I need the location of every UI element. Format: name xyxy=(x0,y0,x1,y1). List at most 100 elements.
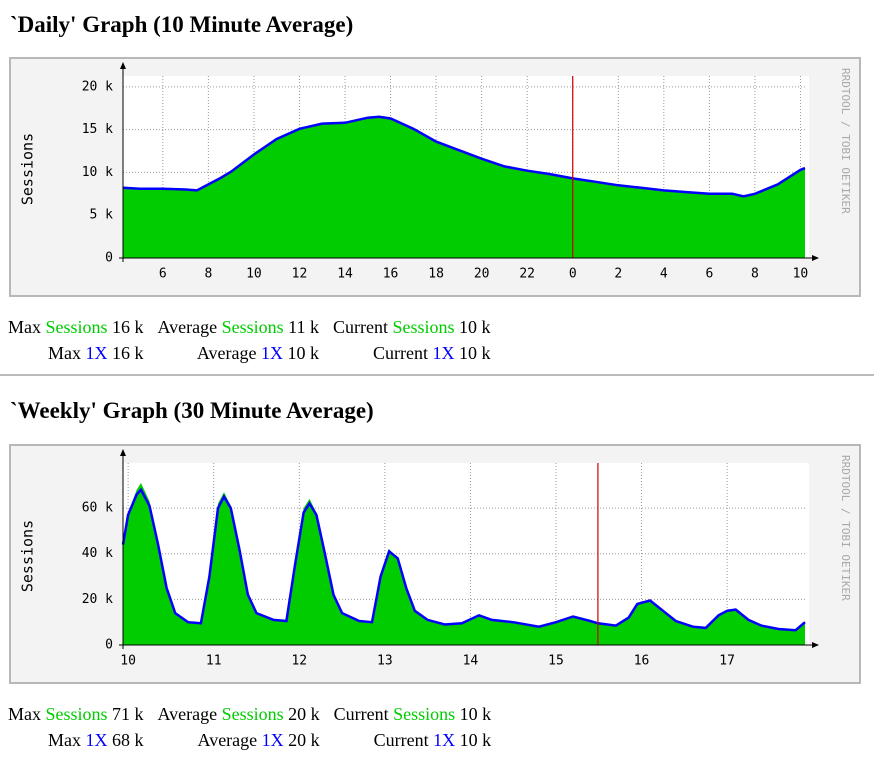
series-name: 1X xyxy=(433,730,456,750)
stat-cell: Max Sessions 16 k xyxy=(6,314,156,340)
stat-cell: Average Sessions 11 k xyxy=(156,314,331,340)
stat-value: 11 k xyxy=(288,317,319,337)
stat-label: Current xyxy=(333,704,389,724)
axis-arrow xyxy=(120,449,126,456)
x-tick-label: 12 xyxy=(291,654,307,669)
stat-label: Current xyxy=(373,730,429,750)
series-name: 1X xyxy=(432,343,455,363)
x-tick-label: 8 xyxy=(204,267,212,282)
stat-value: 20 k xyxy=(288,704,320,724)
stat-cell: Average 1X 20 k xyxy=(156,727,332,753)
stat-label: Average xyxy=(196,343,257,363)
x-tick-label: 20 xyxy=(474,267,490,282)
y-axis-label: Sessions xyxy=(19,133,37,205)
x-tick-label: 10 xyxy=(793,267,809,282)
x-tick-label: 15 xyxy=(548,654,564,669)
series-name: 1X xyxy=(261,343,283,363)
stat-cell: Average 1X 10 k xyxy=(156,340,331,366)
stats-table: Max Sessions 71 k Average Sessions 20 k Cu… xyxy=(6,701,503,753)
y-tick-label: 60 k xyxy=(82,501,113,516)
x-tick-label: 14 xyxy=(463,654,479,669)
x-tick-label: 22 xyxy=(519,267,535,282)
area xyxy=(123,117,805,258)
x-tick-label: 10 xyxy=(120,654,136,669)
x-tick-label: 2 xyxy=(614,267,622,282)
graph-title: `Daily' Graph (10 Minute Average) xyxy=(10,12,354,37)
x-tick-label: 10 xyxy=(246,267,262,282)
series-name: Sessions xyxy=(392,317,455,337)
stat-label: Current xyxy=(333,317,388,337)
stat-cell: Average Sessions 20 k xyxy=(156,701,332,727)
y-tick-label: 0 xyxy=(105,638,113,653)
stat-label: Average xyxy=(157,704,218,724)
y-tick-label: 5 k xyxy=(90,208,114,223)
stat-cell: Current Sessions 10 k xyxy=(331,314,503,340)
stats-row: Max Sessions 16 k Average Sessions 11 k Cu… xyxy=(6,314,503,340)
y-tick-label: 15 k xyxy=(82,122,113,137)
area xyxy=(123,483,805,645)
x-tick-label: 6 xyxy=(159,267,167,282)
stat-cell: Max 1X 16 k xyxy=(6,340,156,366)
x-tick-label: 16 xyxy=(383,267,399,282)
x-tick-label: 18 xyxy=(428,267,444,282)
chart: 0 20 k 40 k 60 k 10 11 12 13 14 15 16 17 Sessions RRD… xyxy=(9,444,861,684)
y-axis-label: Sessions xyxy=(19,520,37,592)
series-name: 1X xyxy=(85,343,108,363)
stat-value: 10 k xyxy=(459,343,491,363)
stat-label: Max xyxy=(8,317,41,337)
x-tick-label: 16 xyxy=(634,654,650,669)
stat-label: Max xyxy=(8,704,41,724)
x-tick-label: 12 xyxy=(292,267,308,282)
graph-title: `Weekly' Graph (30 Minute Average) xyxy=(10,398,374,423)
x-tick-label: 0 xyxy=(569,267,577,282)
stat-label: Average xyxy=(197,730,258,750)
y-tick-label: 0 xyxy=(105,251,113,266)
x-tick-label: 4 xyxy=(660,267,668,282)
x-tick-label: 13 xyxy=(377,654,393,669)
stats-row: Max Sessions 71 k Average Sessions 20 k Cu… xyxy=(6,701,503,727)
y-tick-label: 40 k xyxy=(82,546,113,561)
series-name: Sessions xyxy=(45,317,108,337)
stat-cell: Current 1X 10 k xyxy=(331,340,503,366)
line xyxy=(122,115,806,198)
stat-value: 16 k xyxy=(112,317,144,337)
watermark: RRDTOOL / TOBI OETIKER xyxy=(839,455,852,601)
stat-value: 10 k xyxy=(287,343,320,363)
x-tick-label: 11 xyxy=(206,654,222,669)
stat-label: Average xyxy=(157,317,218,337)
axis-arrow xyxy=(812,642,819,648)
stat-value: 10 k xyxy=(459,704,492,724)
axis-arrow xyxy=(120,62,126,69)
stat-cell: Max 1X 68 k xyxy=(6,727,156,753)
stat-label: Current xyxy=(373,343,428,363)
stat-cell: Max Sessions 71 k xyxy=(6,701,156,727)
series-name: Sessions xyxy=(221,704,284,724)
y-tick-label: 10 k xyxy=(82,165,113,180)
stat-cell: Current 1X 10 k xyxy=(332,727,504,753)
stat-label: Max xyxy=(48,730,82,750)
x-tick-label: 8 xyxy=(751,267,759,282)
series-name: Sessions xyxy=(393,704,456,724)
x-tick-label: 17 xyxy=(719,654,735,669)
stats-row: Max 1X 16 k Average 1X 10 k Current 1X 10 … xyxy=(6,340,503,366)
stat-value: 10 k xyxy=(459,730,492,750)
watermark: RRDTOOL / TOBI OETIKER xyxy=(839,68,852,214)
y-tick-label: 20 k xyxy=(82,79,113,94)
x-tick-label: 14 xyxy=(337,267,353,282)
stat-value: 20 k xyxy=(288,730,320,750)
series-name: Sessions xyxy=(45,704,108,724)
stats-table: Max Sessions 16 k Average Sessions 11 k Cu… xyxy=(6,314,503,366)
x-tick-label: 6 xyxy=(705,267,713,282)
stat-value: 71 k xyxy=(112,704,144,724)
separator xyxy=(0,374,874,376)
line xyxy=(121,487,806,632)
series-name: 1X xyxy=(85,730,108,750)
stat-value: 68 k xyxy=(112,730,144,750)
stat-value: 16 k xyxy=(112,343,144,363)
stats-row: Max 1X 68 k Average 1X 20 k Current 1X 10 … xyxy=(6,727,503,753)
chart: 0 5 k 10 k 15 k 20 k 6 8 10 12 14 16 18 20 22 0 2 4 6 8 10 S… xyxy=(9,57,861,297)
stat-label: Max xyxy=(48,343,82,363)
stat-cell: Current Sessions 10 k xyxy=(332,701,504,727)
y-tick-label: 20 k xyxy=(82,592,113,607)
